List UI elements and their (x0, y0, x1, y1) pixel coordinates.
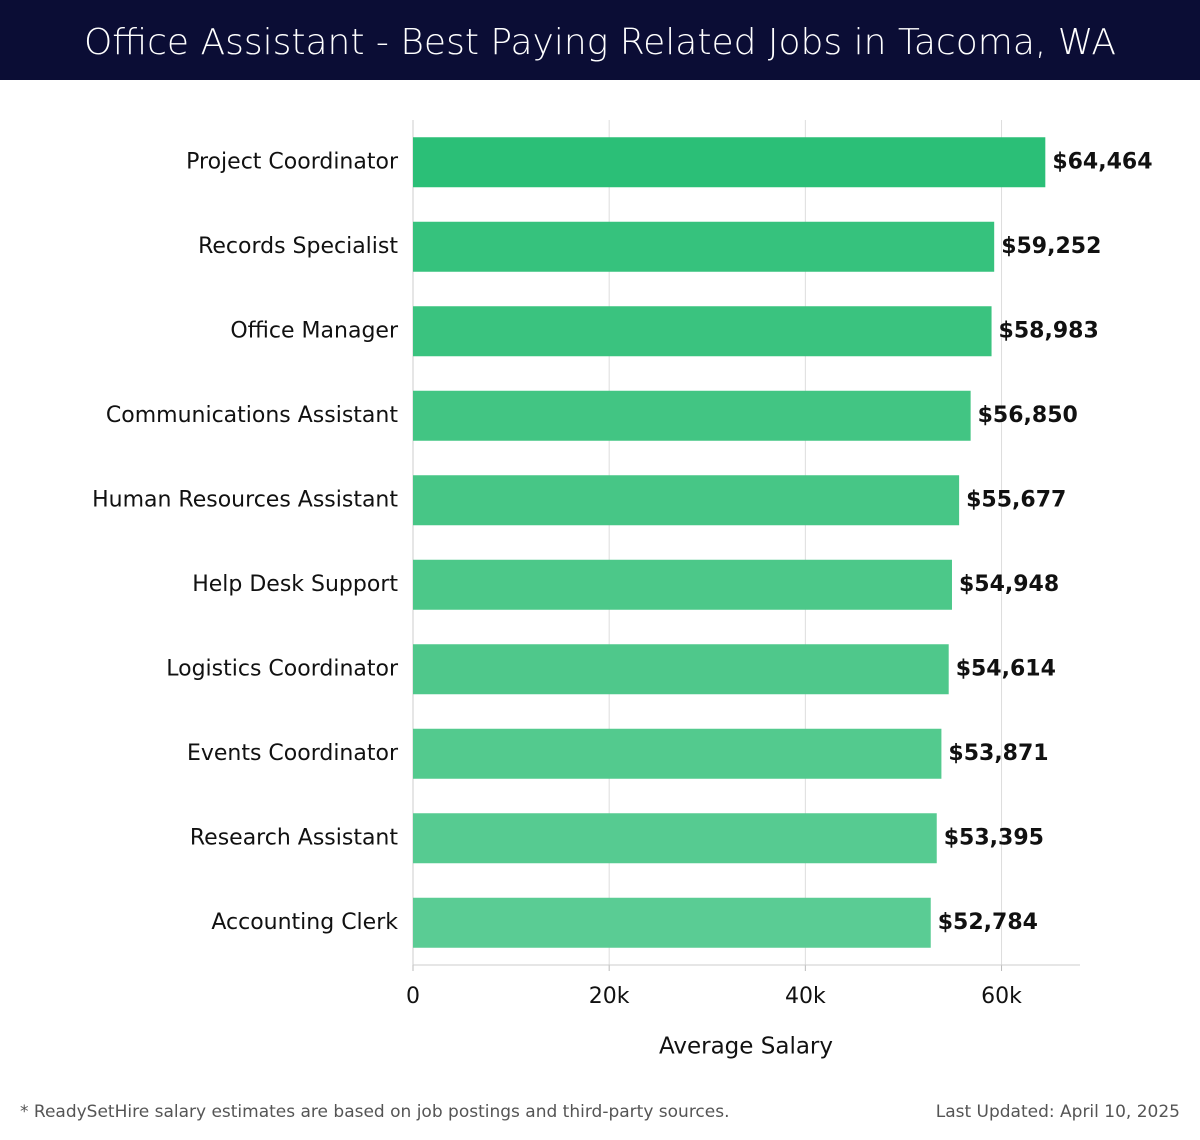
y-tick-label: Communications Assistant (106, 403, 398, 428)
y-tick-label: Human Resources Assistant (92, 487, 398, 512)
x-tick-label: 20k (589, 984, 630, 1009)
bar (413, 221, 995, 272)
bar (413, 644, 949, 695)
y-tick-label: Events Coordinator (187, 741, 399, 766)
y-tick-label: Help Desk Support (192, 572, 398, 597)
y-tick-label: Records Specialist (198, 234, 398, 259)
value-label: $64,464 (1052, 149, 1152, 174)
x-tick-label: 40k (785, 984, 826, 1009)
bar (413, 306, 992, 357)
last-updated: Last Updated: April 10, 2025 (936, 1102, 1180, 1122)
title-bar (0, 0, 1200, 80)
value-label: $54,614 (956, 656, 1056, 681)
y-tick-label: Project Coordinator (186, 149, 399, 174)
bar (413, 897, 931, 948)
value-label: $59,252 (1001, 234, 1101, 259)
value-label: $58,983 (999, 318, 1099, 343)
footnote: * ReadySetHire salary estimates are base… (20, 1102, 730, 1122)
x-tick-label: 0 (406, 984, 420, 1009)
bar (413, 728, 942, 779)
value-label: $54,948 (959, 572, 1059, 597)
value-label: $56,850 (978, 403, 1078, 428)
bar (413, 559, 952, 610)
bar (413, 390, 971, 441)
bar (413, 813, 937, 864)
value-label: $55,677 (966, 487, 1066, 512)
y-tick-label: Logistics Coordinator (166, 656, 399, 681)
value-label: $52,784 (938, 910, 1038, 935)
chart-title: Office Assistant - Best Paying Related J… (84, 22, 1116, 63)
bar (413, 475, 960, 526)
value-label: $53,395 (944, 825, 1044, 850)
y-tick-label: Research Assistant (190, 825, 399, 850)
x-axis-label: Average Salary (659, 1034, 833, 1060)
y-tick-label: Accounting Clerk (211, 910, 398, 935)
x-tick-label: 60k (981, 984, 1022, 1009)
bar (413, 137, 1046, 188)
y-tick-label: Office Manager (230, 318, 399, 343)
value-label: $53,871 (948, 741, 1048, 766)
